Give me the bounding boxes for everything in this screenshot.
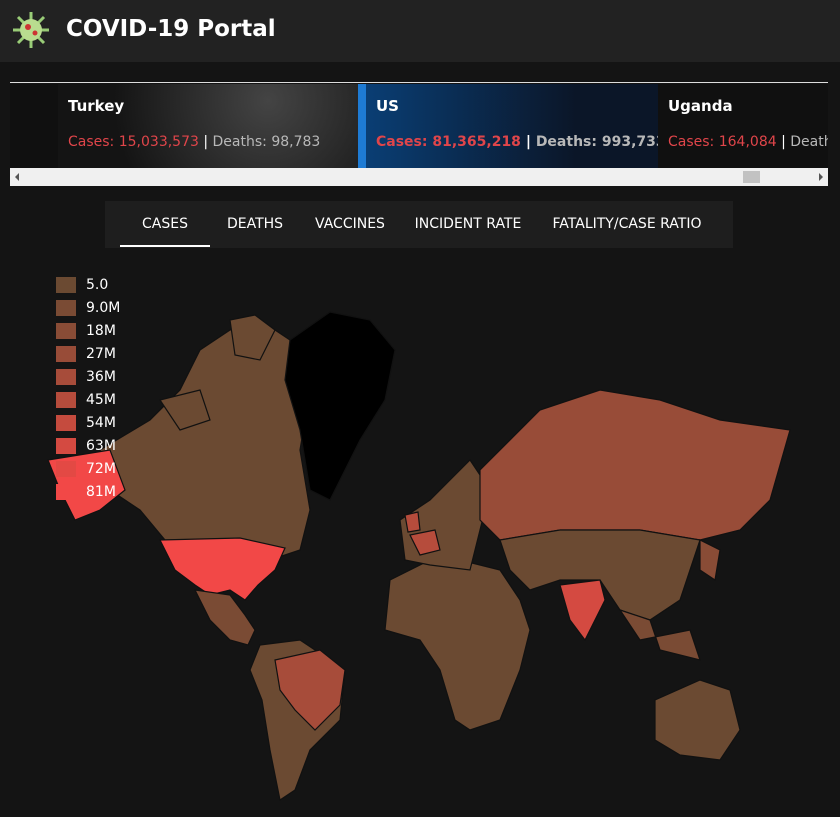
legend-swatch <box>56 276 76 293</box>
separator: | <box>203 134 209 150</box>
legend-item: 9.0M <box>56 296 120 319</box>
legend-label: 27M <box>86 345 116 362</box>
legend-item: 54M <box>56 411 120 434</box>
legend-swatch <box>56 460 76 477</box>
country-card[interactable]: Turkey Cases: 15,033,573 | Deaths: 98,783 <box>58 84 358 168</box>
legend-label: 18M <box>86 322 116 339</box>
legend-label: 45M <box>86 391 116 408</box>
legend: 5.0 9.0M 18M 27M 36M 45M 54M 63M 72M 81M <box>56 273 120 503</box>
tab[interactable]: VACCINES <box>315 216 385 232</box>
country-card[interactable]: Uganda Cases: 164,084 | Deaths: <box>658 84 828 168</box>
stats: Cases: 81,365,218 | Deaths: 993,733 <box>376 134 666 150</box>
deaths-value: 98,783 <box>271 134 321 150</box>
active-indicator <box>120 245 210 247</box>
tab[interactable]: CASES <box>142 216 188 232</box>
country-name: US <box>376 97 399 115</box>
legend-swatch <box>56 345 76 362</box>
legend-swatch <box>56 322 76 339</box>
stats: Cases: 164,084 | Deaths: <box>668 134 828 150</box>
legend-item: 81M <box>56 480 120 503</box>
cases-label: Cases: <box>668 134 715 150</box>
legend-item: 5.0 <box>56 273 120 296</box>
country-card[interactable]: US Cases: 81,365,218 | Deaths: 993,733 <box>358 84 666 168</box>
legend-swatch <box>56 391 76 408</box>
logo <box>13 12 49 48</box>
cases-value: 81,365,218 <box>432 134 521 150</box>
legend-item: 45M <box>56 388 120 411</box>
world-map <box>47 311 791 801</box>
deaths-label: Deaths: <box>535 134 597 150</box>
cases-value: 164,084 <box>718 134 777 150</box>
legend-item: 27M <box>56 342 120 365</box>
tab[interactable]: FATALITY/CASE RATIO <box>552 216 702 232</box>
legend-item: 63M <box>56 434 120 457</box>
legend-label: 63M <box>86 437 116 454</box>
legend-label: 5.0 <box>86 276 109 293</box>
legend-swatch <box>56 483 76 500</box>
legend-label: 36M <box>86 368 116 385</box>
tab-bar: CASES DEATHS VACCINES INCIDENT RATE FATALITY… <box>105 201 733 248</box>
legend-item: 72M <box>56 457 120 480</box>
divider <box>10 82 828 83</box>
legend-label: 81M <box>86 483 116 500</box>
cases-label: Cases: <box>376 134 428 150</box>
country-name: Uganda <box>668 97 733 115</box>
separator: | <box>781 134 786 150</box>
ticker: Turkey Cases: 15,033,573 | Deaths: 98,783… <box>10 84 828 168</box>
legend-swatch <box>56 414 76 431</box>
legend-swatch <box>56 437 76 454</box>
country-name: Turkey <box>68 97 125 115</box>
deaths-label: Deaths: <box>790 134 828 150</box>
header: COVID-19 Portal <box>0 0 840 62</box>
cases-label: Cases: <box>68 134 115 150</box>
legend-swatch <box>56 368 76 385</box>
tab[interactable]: INCIDENT RATE <box>414 216 522 232</box>
deaths-label: Deaths: <box>212 134 267 150</box>
title: COVID-19 Portal <box>66 16 276 42</box>
deaths-value: 993,733 <box>601 134 666 150</box>
scrollbar[interactable] <box>10 168 828 186</box>
stats: Cases: 15,033,573 | Deaths: 98,783 <box>68 134 320 150</box>
cases-value: 15,033,573 <box>118 134 199 150</box>
legend-swatch <box>56 299 76 316</box>
legend-label: 72M <box>86 460 116 477</box>
legend-item: 18M <box>56 319 120 342</box>
legend-label: 54M <box>86 414 116 431</box>
legend-item: 36M <box>56 365 120 388</box>
tab[interactable]: DEATHS <box>226 216 284 232</box>
scroll-arrows <box>15 171 823 183</box>
separator: | <box>525 134 531 150</box>
legend-label: 9.0M <box>86 299 121 316</box>
